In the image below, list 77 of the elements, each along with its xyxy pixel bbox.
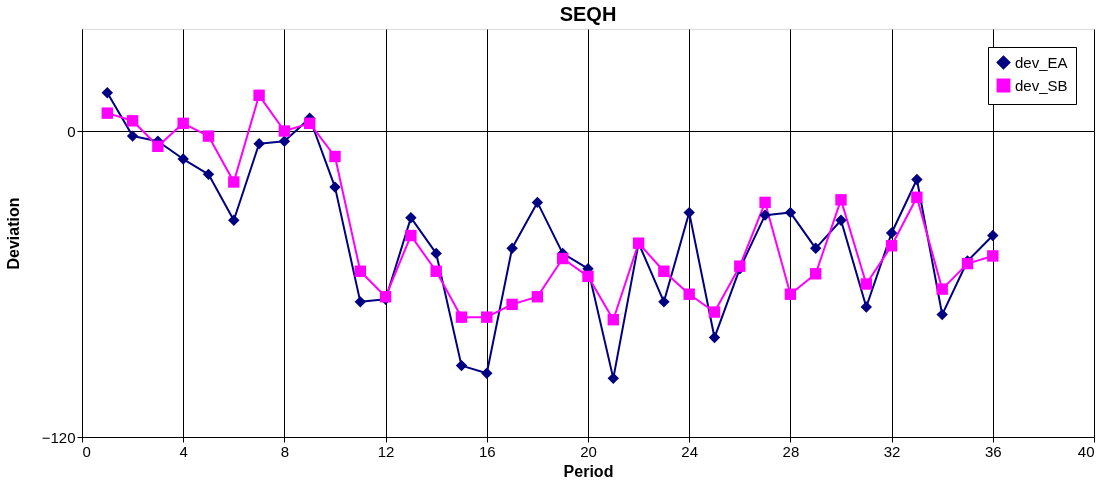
legend-label: dev_SB — [1015, 76, 1068, 94]
point — [455, 359, 468, 372]
point — [835, 194, 847, 206]
point — [860, 301, 872, 313]
point — [253, 138, 265, 150]
point — [228, 214, 240, 226]
x-tick-label: 40 — [1077, 442, 1095, 460]
point — [911, 173, 923, 186]
point — [506, 298, 518, 311]
point — [658, 265, 670, 277]
point — [885, 240, 898, 252]
x-tick-label: 12 — [377, 442, 395, 460]
x-tick-label: 4 — [179, 442, 188, 460]
point — [405, 212, 417, 224]
point — [936, 283, 948, 295]
legend-label: dev_EA — [1015, 53, 1068, 71]
point — [936, 308, 948, 321]
point — [278, 135, 291, 147]
point — [304, 117, 316, 130]
point — [784, 288, 797, 300]
point — [228, 176, 240, 188]
point — [531, 291, 544, 303]
x-tick-label: 16 — [478, 442, 496, 460]
point — [354, 296, 366, 308]
x-tick-label: 20 — [580, 442, 597, 460]
point — [152, 140, 164, 152]
point — [607, 372, 619, 385]
point — [810, 242, 822, 254]
point — [506, 242, 518, 254]
x-axis-title: Period — [563, 462, 614, 480]
point — [101, 107, 113, 119]
point — [784, 206, 797, 219]
point — [987, 250, 999, 262]
point — [177, 153, 189, 165]
y-tick-label: −120 — [41, 428, 76, 446]
point — [835, 214, 847, 226]
x-tick-label: 8 — [280, 442, 290, 460]
point — [582, 270, 594, 283]
y-axis-title: Deviation — [4, 197, 22, 270]
point — [430, 247, 442, 260]
point — [430, 265, 442, 277]
point — [481, 311, 493, 323]
point — [759, 209, 771, 221]
point — [708, 306, 721, 318]
point — [531, 196, 544, 209]
point — [708, 331, 721, 344]
point — [658, 296, 670, 308]
point — [202, 168, 215, 181]
x-tick-label: 0 — [82, 442, 91, 460]
point — [126, 130, 139, 142]
point — [860, 278, 872, 290]
point — [987, 229, 999, 242]
x-tick-label: 32 — [883, 442, 901, 460]
point — [607, 314, 619, 326]
x-tick-label: 36 — [984, 442, 1002, 460]
point — [557, 252, 569, 265]
point — [126, 115, 139, 127]
point — [253, 89, 265, 101]
point — [329, 181, 341, 193]
point — [481, 367, 493, 379]
point — [683, 206, 695, 219]
point — [885, 227, 898, 239]
point — [329, 150, 341, 163]
chart-title: SEQH — [559, 3, 617, 25]
point — [177, 117, 189, 130]
x-tick-label: 28 — [782, 442, 800, 460]
point — [278, 125, 291, 137]
point — [101, 87, 113, 99]
point — [683, 288, 695, 300]
point — [405, 229, 417, 242]
point — [911, 191, 923, 203]
point — [759, 196, 771, 209]
point — [202, 130, 215, 142]
x-tick-label: 24 — [681, 442, 699, 460]
point — [354, 265, 366, 277]
point — [810, 268, 822, 280]
point — [455, 311, 468, 323]
